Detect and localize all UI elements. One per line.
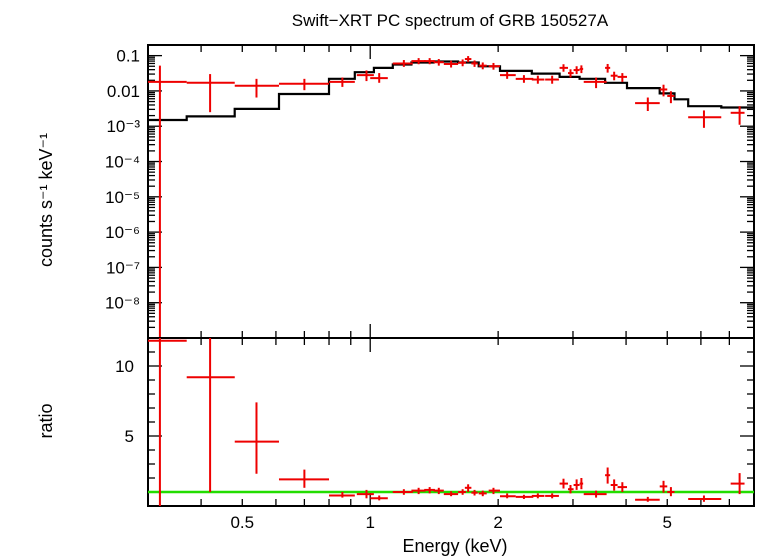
spectrum-data-point	[635, 97, 660, 111]
spectrum-data-point	[186, 74, 235, 113]
spectrum-data-point	[531, 75, 545, 84]
ratio-data-point	[392, 489, 413, 495]
spectrum-data-point	[730, 106, 745, 125]
spectrum-data-point	[559, 64, 568, 72]
spectrum-data-point	[458, 59, 466, 67]
spectrum-panel: 0.1 0.01 10⁻³ 10⁻⁴ 10⁻⁵ 10⁻⁶ 10⁻⁷ 10⁻⁸	[105, 44, 755, 339]
ratio-y-tick-label: 5	[125, 427, 134, 446]
ratio-data-point	[148, 338, 187, 506]
spectrum-data-point	[583, 77, 607, 89]
ratio-data-point	[559, 478, 568, 489]
ratio-data-point	[424, 487, 435, 494]
ratio-data-point	[730, 473, 745, 495]
y-axis-label-ratio: ratio	[36, 403, 56, 438]
ratio-data-point	[329, 492, 355, 498]
x-axis-label: Energy (keV)	[402, 536, 507, 556]
spectrum-data-point	[411, 58, 426, 65]
x-tick-label: 5	[663, 513, 672, 532]
spectrum-data-point	[433, 59, 444, 66]
ratio-data-point	[635, 496, 660, 502]
spectrum-data-point	[610, 71, 618, 81]
spectrum-data-point	[688, 110, 722, 128]
ratio-data-point	[478, 490, 487, 497]
spectrum-data-point	[148, 65, 187, 338]
ratio-data-point	[531, 493, 545, 499]
spectrum-data-point	[499, 71, 516, 79]
spectrum-data-point	[471, 60, 478, 67]
spectrum-data-point	[443, 60, 459, 68]
ratio-data-point	[579, 478, 584, 490]
spectrum-data-point	[234, 78, 279, 98]
spectrum-data-point	[278, 78, 330, 91]
ratio-data-point	[488, 487, 500, 495]
spectrum-y-tick-label: 0.1	[116, 47, 140, 66]
ratio-data-point	[545, 493, 559, 499]
spectrum-y-tick-label: 10⁻⁶	[105, 223, 140, 242]
ratio-data-point	[688, 495, 722, 502]
spectrum-data-point	[329, 77, 355, 87]
ratio-data-point	[567, 485, 574, 494]
chart-title: Swift−XRT PC spectrum of GRB 150527A	[292, 11, 609, 30]
spectrum-y-tick-label: 10⁻⁸	[105, 294, 140, 313]
x-tick-label: 2	[493, 513, 502, 532]
spectrum-data-point	[424, 58, 435, 65]
spectrum-y-tick-label: 10⁻³	[106, 117, 140, 136]
spectrum-data-point	[579, 65, 584, 74]
spectrum-data-point	[488, 62, 500, 70]
ratio-data-point	[515, 494, 534, 499]
spectrum-y-tick-label: 10⁻⁵	[105, 188, 140, 207]
ratio-panel: 0.5 1 2 5 5 10	[115, 337, 755, 532]
spectrum-data-point	[370, 73, 388, 83]
ratio-data-point	[370, 495, 388, 501]
spectrum-data-point	[356, 70, 374, 82]
ratio-data-point	[356, 489, 374, 499]
x-tick-label: 1	[365, 513, 374, 532]
ratio-data-point	[458, 489, 466, 495]
ratio-data-point	[411, 487, 426, 495]
ratio-data-point	[471, 489, 478, 496]
spectrum-y-tick-label: 10⁻⁷	[106, 258, 140, 277]
ratio-data-point	[583, 490, 607, 498]
ratio-data-point	[186, 338, 235, 492]
spectrum-data-point	[545, 75, 559, 84]
spectrum-data-point	[617, 73, 627, 82]
ratio-data-point	[278, 469, 330, 488]
ratio-data-point	[605, 467, 611, 484]
spectrum-data-point	[515, 75, 534, 83]
spectrum-data-point	[573, 66, 580, 75]
ratio-data-point	[659, 480, 668, 493]
ratio-data-point	[573, 479, 580, 490]
ratio-y-tick-label: 10	[115, 357, 134, 376]
spectrum-data-point	[392, 60, 413, 67]
spectrum-y-tick-label: 10⁻⁴	[105, 153, 140, 172]
spectrum-data-point	[478, 62, 487, 70]
spectrum-data-point	[605, 63, 611, 73]
ratio-data-point	[499, 493, 516, 499]
ratio-data-point	[667, 487, 675, 497]
ratio-data-point	[464, 484, 472, 492]
spectrum-data-point	[667, 91, 675, 104]
spectrum-data-point	[659, 84, 668, 97]
model-step-line	[148, 60, 754, 122]
x-tick-label: 0.5	[230, 513, 254, 532]
spectrum-data-point	[567, 69, 574, 78]
spectrum-y-tick-label: 0.01	[107, 82, 140, 101]
ratio-data-point	[433, 487, 444, 495]
ratio-data-point	[617, 482, 627, 492]
ratio-data-point	[234, 402, 279, 474]
y-axis-label-spectrum: counts s⁻¹ keV⁻¹	[36, 133, 56, 267]
ratio-data-point	[610, 479, 618, 491]
spectrum-data-point	[464, 56, 472, 63]
ratio-data-point	[443, 491, 459, 497]
